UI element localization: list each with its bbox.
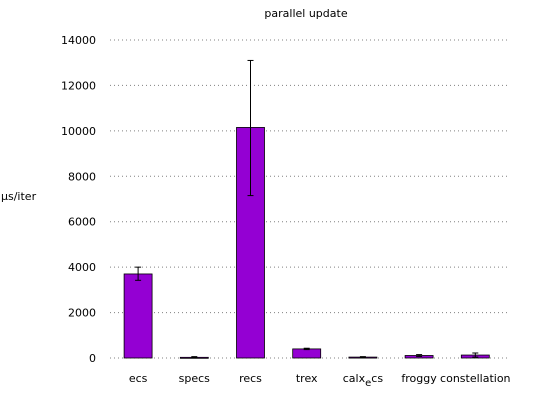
y-tick-label: 0 [89,352,96,365]
error-bar-calx_ecs [359,356,366,359]
error-bars [135,59,479,359]
y-tick-label: 2000 [68,307,96,320]
chart-title: parallel update [264,7,347,20]
x-tick-label: specs [179,372,211,385]
x-tick-labels: ecs specs recs trex calxecs froggy constellati… [129,372,511,389]
x-tick-label: froggy [401,372,437,385]
x-tick-label: calxecs [343,372,384,389]
bar-ecs [123,273,153,359]
y-tick-label: 8000 [68,170,96,183]
x-tick-label: constellation [440,372,511,385]
bars [123,127,490,359]
x-tick-label: ecs [129,372,148,385]
y-tick-label: 12000 [61,79,96,92]
gridlines [110,39,510,359]
y-tick-labels: 0 2000 4000 6000 8000 10000 12000 14000 [61,34,96,365]
y-tick-label: 10000 [61,125,96,138]
x-tick-label: trex [296,372,318,385]
error-bar-ecs [135,266,142,281]
bar-trex [292,348,322,359]
y-axis-label: µs/iter [1,190,37,203]
error-bar-trex [303,347,310,351]
error-bar-constellation [472,352,479,358]
error-bar-froggy [416,354,423,357]
error-bar-specs [191,356,198,359]
error-bar-recs [247,59,254,197]
y-tick-label: 14000 [61,34,96,47]
y-tick-label: 4000 [68,261,96,274]
x-tick-label: recs [239,372,262,385]
y-tick-label: 6000 [68,216,96,229]
